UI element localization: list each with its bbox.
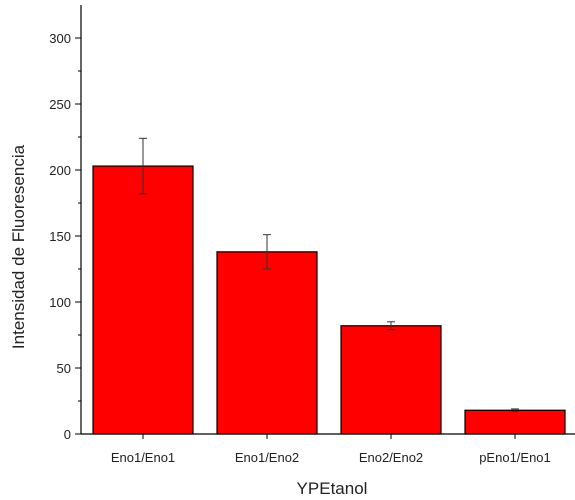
x-tick-label-3: Eno2/Eno2 bbox=[359, 450, 423, 465]
y-axis-title: Intensidad de Fluoresencia bbox=[9, 144, 28, 349]
bar-2 bbox=[216, 251, 318, 435]
plot-area: Eno1/Eno1 Eno1/Eno2 Eno2/Eno2 pEno1/Eno1 0 50… bbox=[49, 5, 575, 465]
bar-4 bbox=[464, 409, 566, 435]
bar-1 bbox=[92, 165, 194, 435]
x-tick-label-1: Eno1/Eno1 bbox=[111, 450, 175, 465]
y-tick-label-100: 100 bbox=[49, 295, 71, 310]
x-tick-label-4: pEno1/Eno1 bbox=[479, 450, 551, 465]
y-tick-label-300: 300 bbox=[49, 31, 71, 46]
y-tick-label-200: 200 bbox=[49, 163, 71, 178]
bar-3 bbox=[340, 325, 442, 435]
x-tick-label-2: Eno1/Eno2 bbox=[235, 450, 299, 465]
x-axis-title: YPEtanol bbox=[297, 479, 368, 498]
y-tick-label-250: 250 bbox=[49, 97, 71, 112]
y-tick-label-0: 0 bbox=[64, 427, 71, 442]
y-tick-label-50: 50 bbox=[57, 361, 71, 376]
y-tick-label-150: 150 bbox=[49, 229, 71, 244]
